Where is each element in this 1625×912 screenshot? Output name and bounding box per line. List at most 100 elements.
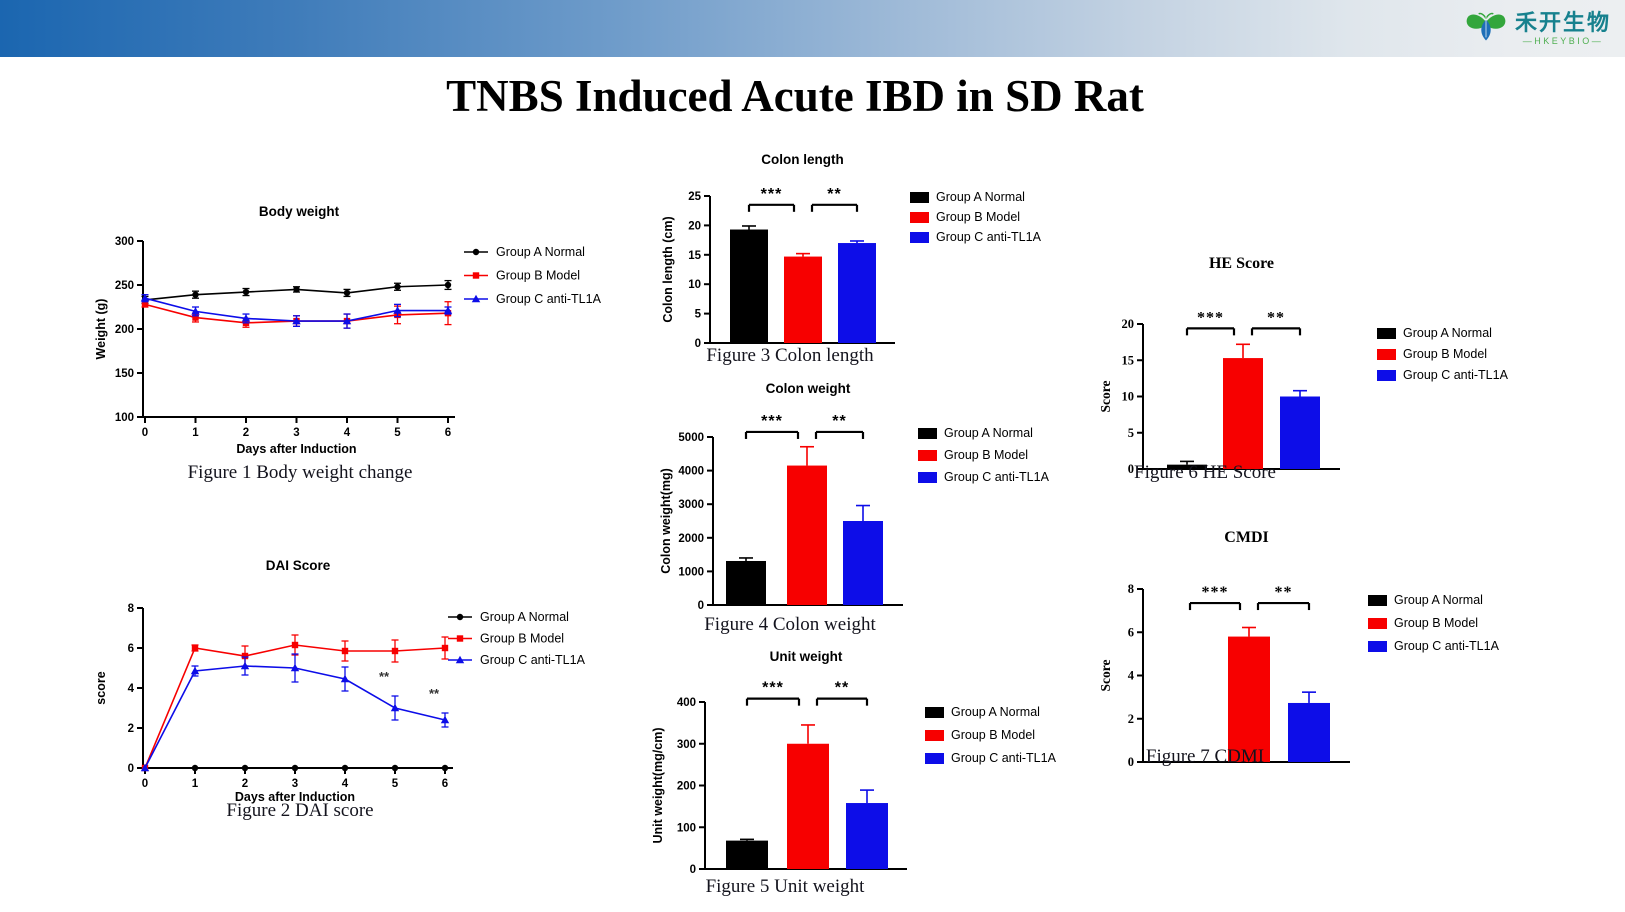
chart-svg: Colon length 0 5 10 15 20 25 Colon length (cm) *…: [661, 152, 1042, 350]
svg-text:4: 4: [1128, 669, 1135, 683]
sig-bracket: **: [810, 186, 859, 212]
svg-text:**: **: [832, 413, 846, 430]
bar-group-c-anti-tl1a: [843, 504, 883, 605]
svg-text:2000: 2000: [678, 533, 704, 545]
svg-text:4: 4: [128, 683, 135, 695]
svg-text:1000: 1000: [678, 566, 704, 578]
svg-text:Group B Model: Group B Model: [944, 448, 1028, 462]
bar-group-b-model: [787, 445, 827, 605]
svg-text:Group C anti-TL1A: Group C anti-TL1A: [1394, 639, 1500, 653]
logo-text-cn: 禾开生物: [1514, 10, 1611, 35]
svg-text:0: 0: [1128, 462, 1134, 476]
logo-text: 禾开生物 —HKEYBIO—: [1515, 11, 1611, 47]
svg-text:2: 2: [243, 427, 249, 439]
colon-length-bar-chart: Colon length 0 5 10 15 20 25 Colon length (cm) *…: [655, 148, 1055, 358]
svg-text:1: 1: [192, 778, 199, 790]
chart-svg: DAI Score 0 2 4 6 8 0 1 2 3 4 5 6 score Days after Ind…: [94, 558, 586, 804]
dai-score-line-chart: DAI Score 0 2 4 6 8 0 1 2 3 4 5 6 score Days after Ind…: [85, 548, 630, 809]
svg-text:0: 0: [142, 427, 148, 439]
svg-text:200: 200: [677, 781, 696, 793]
series-group-a-normal: [141, 764, 449, 772]
svg-text:Colon weight(mg): Colon weight(mg): [659, 468, 673, 574]
svg-text:6: 6: [442, 778, 448, 790]
svg-text:100: 100: [115, 412, 134, 424]
svg-text:Group C anti-TL1A: Group C anti-TL1A: [496, 292, 602, 306]
sig-bracket: ***: [745, 680, 801, 706]
svg-text:20: 20: [1122, 317, 1135, 331]
svg-text:Group A Normal: Group A Normal: [944, 426, 1033, 440]
figure-5-caption: Figure 5 Unit weight: [705, 876, 865, 897]
svg-text:Colon weight: Colon weight: [766, 381, 851, 396]
sig-bracket: ***: [1185, 309, 1236, 336]
colon-weight-bar-chart: Colon weight 0 1000 2000 3000 4000 5000 Colon w…: [655, 378, 1060, 615]
svg-text:**: **: [1275, 584, 1293, 601]
svg-text:Days after Induction: Days after Induction: [235, 790, 355, 804]
svg-text:Group C anti-TL1A: Group C anti-TL1A: [944, 470, 1050, 484]
sig-bracket: ***: [1188, 584, 1242, 611]
figure-1-caption: Figure 1 Body weight change: [187, 462, 413, 483]
bar-group-c-anti-tl1a: [838, 240, 876, 343]
svg-text:Weight (g): Weight (g): [94, 299, 108, 360]
svg-text:5: 5: [392, 778, 399, 790]
svg-text:Body weight: Body weight: [259, 204, 340, 219]
svg-text:***: ***: [1202, 584, 1229, 601]
svg-text:5: 5: [394, 427, 401, 439]
svg-text:Group A Normal: Group A Normal: [951, 705, 1040, 719]
svg-text:Group B Model: Group B Model: [480, 632, 564, 646]
svg-text:15: 15: [688, 250, 701, 262]
svg-text:Group B Model: Group B Model: [496, 269, 580, 283]
axes: 0 2 4 6 8 0 1 2 3 4 5 6: [128, 603, 453, 790]
svg-text:**: **: [379, 669, 390, 684]
svg-text:Group B Model: Group B Model: [951, 728, 1035, 742]
svg-text:6: 6: [1128, 625, 1134, 639]
svg-text:6: 6: [128, 643, 134, 655]
svg-text:0: 0: [690, 864, 696, 876]
bar-group-b-model: [787, 724, 829, 869]
svg-text:0: 0: [698, 600, 704, 610]
bar-group-a-normal: [726, 838, 768, 869]
svg-text:DAI Score: DAI Score: [266, 558, 331, 573]
svg-text:2: 2: [128, 723, 134, 735]
logo-text-en: —HKEYBIO—: [1522, 36, 1604, 46]
svg-text:Unit weight: Unit weight: [770, 649, 843, 664]
svg-text:15: 15: [1122, 353, 1135, 367]
leaf-logo-icon: [1466, 12, 1506, 41]
svg-text:5: 5: [1128, 426, 1134, 440]
svg-text:1: 1: [192, 427, 199, 439]
svg-text:HE Score: HE Score: [1209, 255, 1274, 272]
svg-text:Group A Normal: Group A Normal: [480, 610, 569, 624]
svg-text:**: **: [827, 186, 841, 203]
svg-text:Unit weight(mg/cm): Unit weight(mg/cm): [651, 728, 665, 844]
svg-text:Group C anti-TL1A: Group C anti-TL1A: [936, 230, 1042, 244]
svg-text:Group C anti-TL1A: Group C anti-TL1A: [480, 653, 586, 667]
svg-text:300: 300: [677, 739, 696, 751]
svg-text:***: ***: [761, 413, 783, 430]
sig-bracket: **: [1250, 309, 1302, 336]
bar-group-c-anti-tl1a: [1288, 691, 1330, 762]
svg-text:250: 250: [115, 280, 134, 292]
legend: Group A Normal Group B Model Group C anti-…: [918, 426, 1050, 484]
svg-text:5: 5: [695, 309, 702, 321]
cmdi-bar-chart: CMDI 0 2 4 6 8 Score *** ** Group A Normal Group B…: [1090, 522, 1520, 777]
sig-bracket: ***: [747, 186, 796, 212]
axes: 0 100 200 300 400: [677, 697, 907, 876]
svg-text:***: ***: [1197, 309, 1224, 326]
axes: 100 150 200 250 300 0 1 2 3 4 5 6: [115, 236, 455, 439]
svg-text:3000: 3000: [678, 499, 704, 511]
svg-text:0: 0: [695, 338, 701, 350]
top-banner: [0, 0, 1625, 57]
bar-group-c-anti-tl1a: [1280, 389, 1320, 469]
svg-text:6: 6: [445, 427, 451, 439]
svg-text:Score: Score: [1098, 660, 1113, 692]
svg-text:8: 8: [128, 603, 135, 615]
svg-text:Group A Normal: Group A Normal: [1394, 593, 1483, 607]
svg-text:10: 10: [688, 279, 701, 291]
svg-text:200: 200: [115, 324, 134, 336]
bar-group-b-model: [784, 252, 822, 343]
series-group-c-anti-tl1a: [140, 294, 453, 329]
series-group-c-anti-tl1a: [140, 653, 450, 772]
sig-bracket: **: [814, 413, 865, 439]
svg-text:2: 2: [1128, 712, 1134, 726]
svg-text:4: 4: [344, 427, 351, 439]
svg-text:Colon length: Colon length: [761, 152, 843, 167]
